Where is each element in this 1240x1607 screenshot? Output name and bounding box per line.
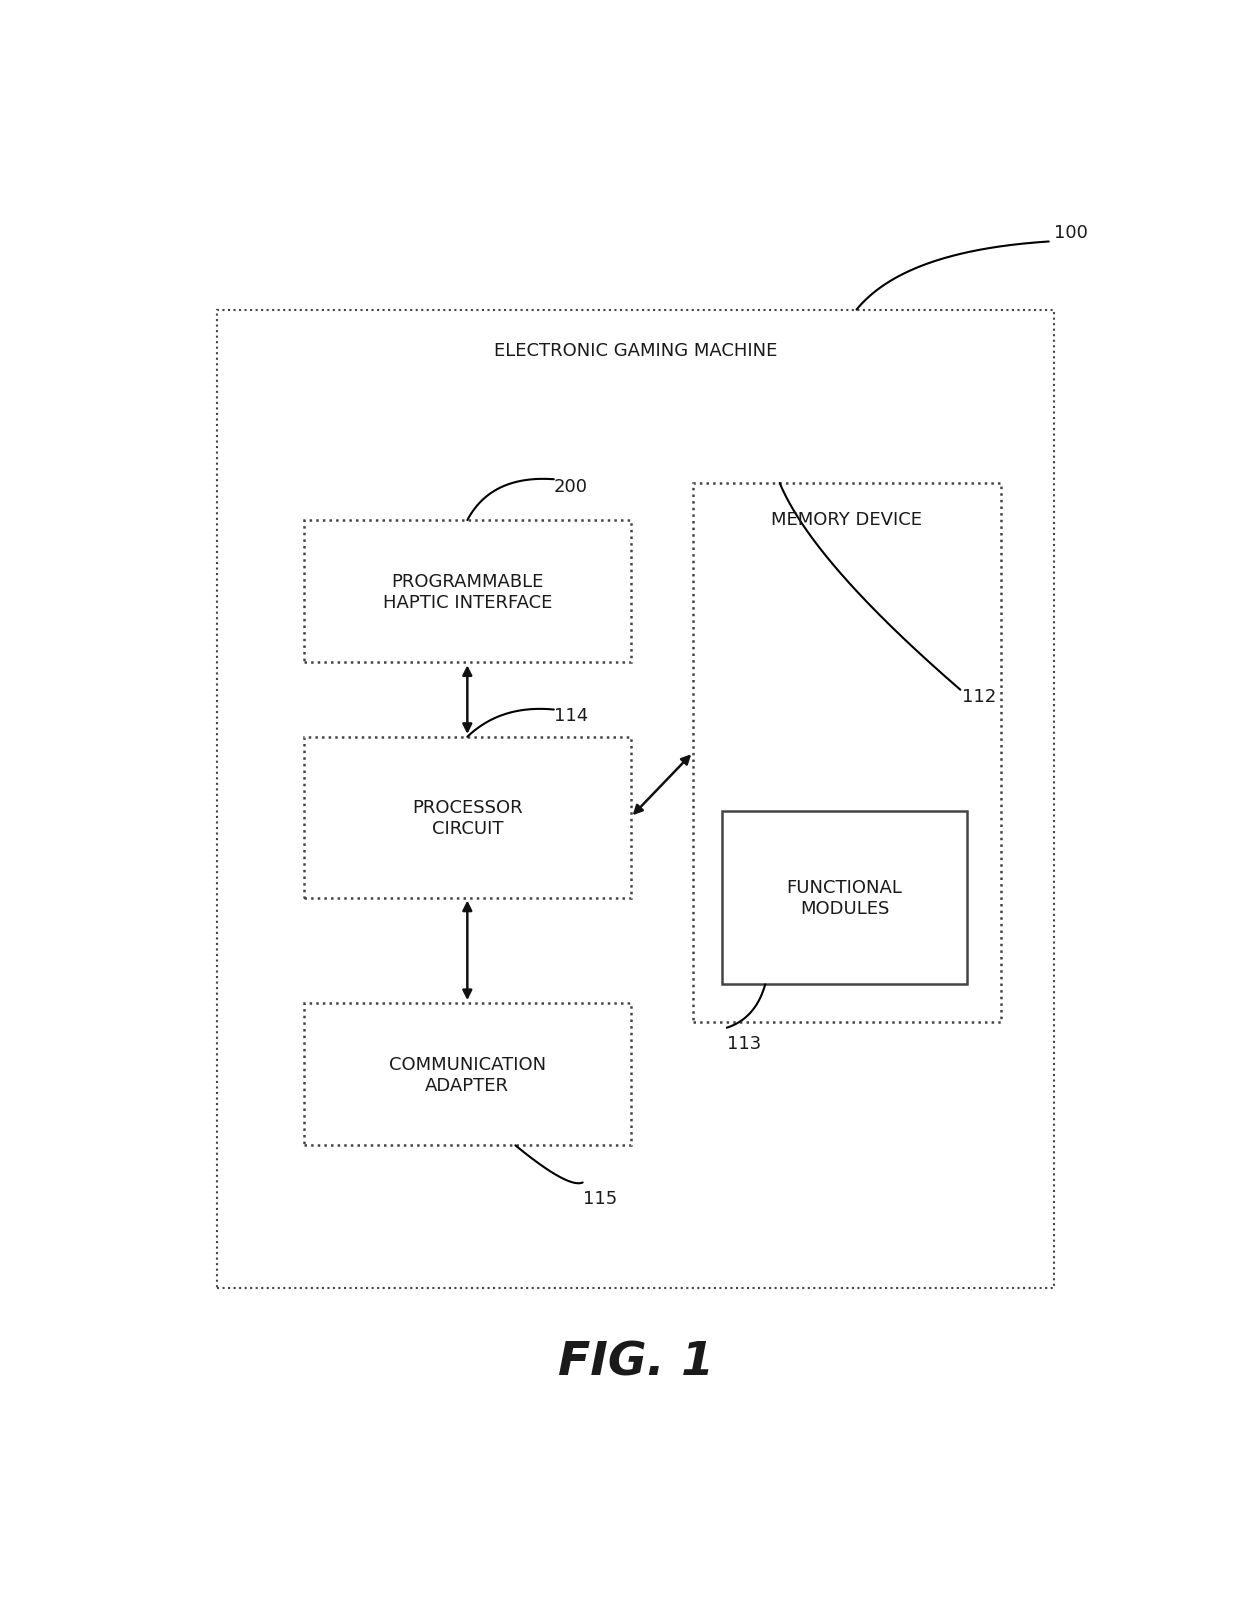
Bar bbox=[693, 484, 1001, 1022]
Text: 113: 113 bbox=[727, 1035, 761, 1053]
Text: PROCESSOR
CIRCUIT: PROCESSOR CIRCUIT bbox=[412, 799, 522, 837]
Text: 115: 115 bbox=[583, 1189, 616, 1207]
Bar bbox=[304, 1003, 631, 1146]
Bar bbox=[304, 738, 631, 898]
Bar bbox=[217, 310, 1054, 1287]
Text: FUNCTIONAL
MODULES: FUNCTIONAL MODULES bbox=[786, 879, 903, 918]
Bar bbox=[304, 521, 631, 664]
Text: MEMORY DEVICE: MEMORY DEVICE bbox=[771, 511, 923, 529]
Text: ELECTRONIC GAMING MACHINE: ELECTRONIC GAMING MACHINE bbox=[494, 341, 777, 360]
Text: PROGRAMMABLE
HAPTIC INTERFACE: PROGRAMMABLE HAPTIC INTERFACE bbox=[383, 572, 552, 611]
Text: 200: 200 bbox=[554, 477, 588, 495]
Text: 112: 112 bbox=[962, 688, 997, 705]
Text: 114: 114 bbox=[554, 707, 588, 725]
Text: COMMUNICATION
ADAPTER: COMMUNICATION ADAPTER bbox=[389, 1056, 546, 1094]
Text: FIG. 1: FIG. 1 bbox=[558, 1340, 713, 1385]
Bar bbox=[722, 812, 967, 985]
Text: 100: 100 bbox=[1054, 223, 1087, 241]
